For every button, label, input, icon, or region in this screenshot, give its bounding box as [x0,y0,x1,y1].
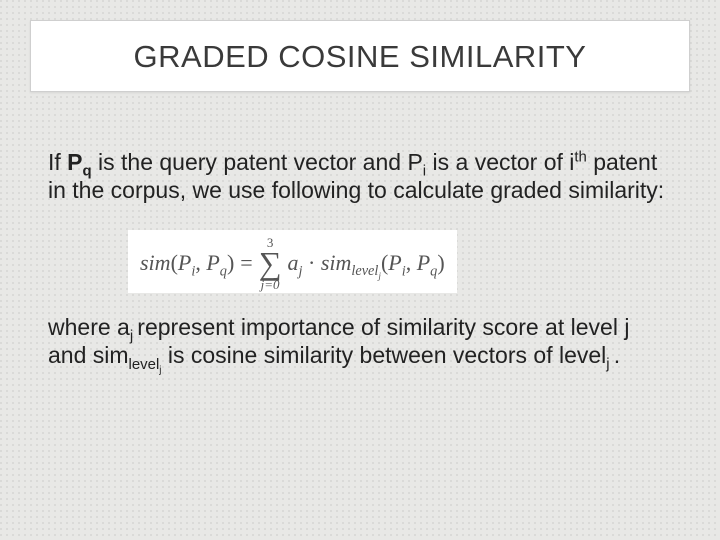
comma: , [195,250,206,275]
pq-q: q [220,263,227,279]
dot: · [302,250,320,275]
simlevel-fn: sim [321,250,352,275]
text: If [48,149,67,175]
text: is the query patent vector and P [92,149,423,175]
sigma-symbol: ∑ [259,249,282,278]
text: is a vector of i [426,149,574,175]
paren-open: ( [171,250,178,275]
pi-p: P [178,250,191,275]
sum-lower: j=0 [261,278,280,291]
ith-sup: th [574,148,586,165]
paragraph-where: where aj represent importance of similar… [48,313,672,371]
paragraph-intro: If Pq is the query patent vector and Pi … [48,148,672,204]
paren-close: ) [437,250,444,275]
formula-rhs: aj · simlevelj(Pi, Pq) [288,250,445,277]
pi-p: P [388,250,401,275]
body-area: If Pq is the query patent vector and Pi … [48,148,672,510]
level-sub: levelj [351,263,381,279]
formula-lhs: sim(Pi, Pq) [140,250,234,277]
title-box: GRADED COSINE SIMILARITY [30,20,690,92]
text: is cosine similarity between vectors of … [161,342,606,368]
paren-close: ) [227,250,234,275]
text: where a [48,314,130,340]
page-title: GRADED COSINE SIMILARITY [41,39,679,75]
comma: , [406,250,417,275]
text: . [614,342,620,368]
pq-p: P [206,250,219,275]
formula-row: sim(Pi, Pq) = 3 ∑ j=0 aj · simlevelj(Pi,… [140,236,445,291]
sim-fn: sim [140,250,171,275]
level-j: j [606,356,613,373]
equals: = [240,250,252,277]
pq-p: P [417,250,430,275]
pq-p: P [67,149,82,175]
aj-a: a [288,250,299,275]
summation: 3 ∑ j=0 [259,236,282,291]
formula-box: sim(Pi, Pq) = 3 ∑ j=0 aj · simlevelj(Pi,… [128,230,457,293]
level-sub: levelj [129,356,162,373]
